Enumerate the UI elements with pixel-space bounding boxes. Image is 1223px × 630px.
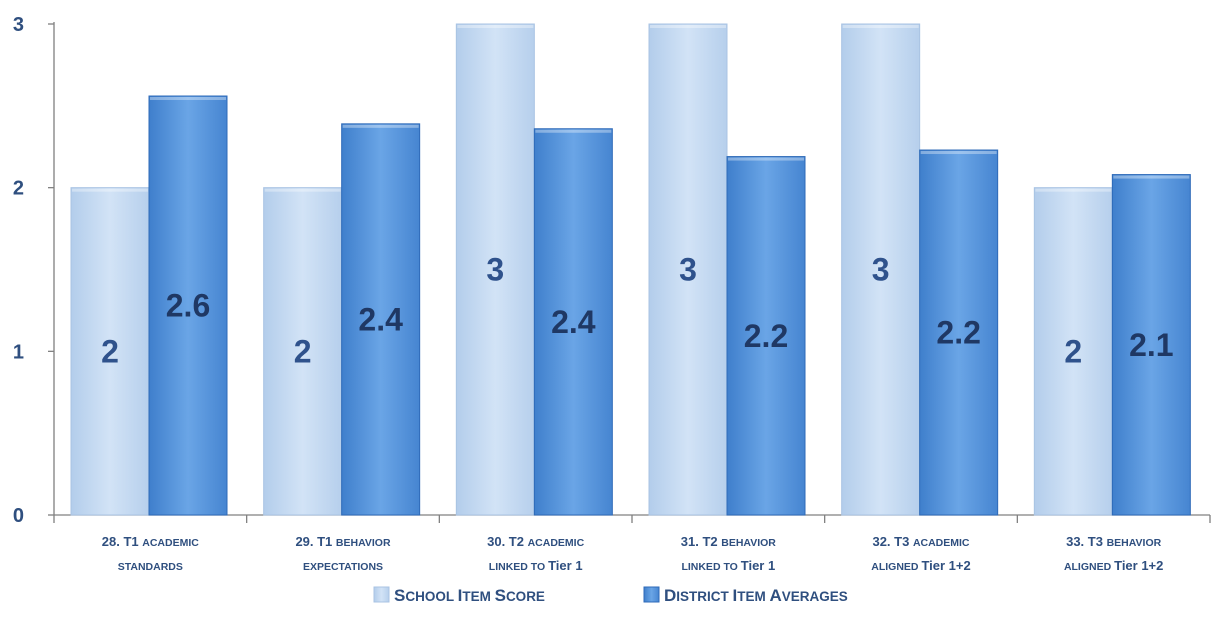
x-category-label: 28. T1 ACADEMIC xyxy=(102,534,199,549)
school-score-label: 2 xyxy=(294,333,312,369)
school-score-label: 3 xyxy=(679,252,697,288)
legend-district-averages-label: DISTRICT ITEM AVERAGES xyxy=(664,586,848,605)
district-average-bar xyxy=(726,156,806,516)
x-category-label: 30. T2 ACADEMIC xyxy=(487,534,584,549)
legend-school-score-swatch xyxy=(373,586,390,603)
bar-top-highlight xyxy=(650,25,726,28)
bar-top-highlight xyxy=(728,157,804,161)
school-score-label: 2 xyxy=(1064,333,1082,369)
bar-top-highlight xyxy=(150,97,226,101)
district-average-label: 2.6 xyxy=(166,288,210,324)
bar-top-highlight xyxy=(920,151,997,155)
bar-top-highlight xyxy=(457,25,534,28)
district-average-label: 2.4 xyxy=(551,304,596,340)
y-tick-label: 2 xyxy=(13,178,24,200)
school-score-bar xyxy=(841,23,921,516)
bar-top-highlight xyxy=(842,25,919,28)
y-tick-label: 1 xyxy=(13,341,24,363)
school-score-bar xyxy=(1033,187,1113,516)
school-score-label: 2 xyxy=(101,333,119,369)
bar-top-highlight xyxy=(342,124,419,128)
district-average-label: 2.1 xyxy=(1129,327,1173,363)
x-category-label-line2: LINKED TO Tier 1 xyxy=(681,558,775,573)
x-category-label-line2: ALIGNED Tier 1+2 xyxy=(1064,558,1163,573)
school-score-bar xyxy=(455,23,535,516)
district-average-label: 2.2 xyxy=(744,318,788,354)
district-average-label: 2.4 xyxy=(358,301,403,337)
school-score-label: 3 xyxy=(872,252,890,288)
school-score-bar xyxy=(70,187,150,516)
bar-top-highlight xyxy=(264,188,341,192)
legend-school-score-label: SCHOOL ITEM SCORE xyxy=(394,586,545,605)
school-score-bar xyxy=(263,187,343,516)
school-score-label: 3 xyxy=(486,252,504,288)
bar-top-highlight xyxy=(1113,175,1190,179)
x-category-label-line2: LINKED TO Tier 1 xyxy=(489,558,583,573)
legend-district-averages-swatch xyxy=(643,586,660,603)
x-category-label: 33. T3 BEHAVIOR xyxy=(1066,534,1162,549)
school-score-bar xyxy=(648,23,728,516)
district-average-bar xyxy=(341,123,421,516)
x-category-label-line2: STANDARDS xyxy=(118,561,183,573)
x-category-label-line2: EXPECTATIONS xyxy=(303,561,383,573)
x-category-label: 29. T1 BEHAVIOR xyxy=(295,534,391,549)
bar-top-highlight xyxy=(535,129,612,133)
district-average-bar xyxy=(148,95,228,516)
district-average-bar xyxy=(533,128,613,516)
district-average-bar xyxy=(1111,174,1191,516)
bar-top-highlight xyxy=(72,188,148,192)
y-tick-label: 3 xyxy=(13,14,24,36)
x-category-label: 32. T3 ACADEMIC xyxy=(872,534,969,549)
district-average-bar xyxy=(919,149,999,516)
x-category-label: 31. T2 BEHAVIOR xyxy=(681,534,777,549)
y-tick-label: 0 xyxy=(13,505,24,527)
district-average-label: 2.2 xyxy=(936,315,980,351)
bar-top-highlight xyxy=(1035,188,1112,192)
x-category-label-line2: ALIGNED Tier 1+2 xyxy=(871,558,970,573)
